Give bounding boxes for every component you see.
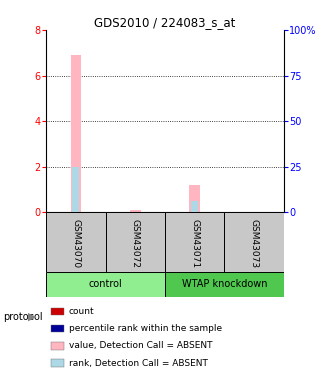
Bar [165, 212, 224, 272]
Bar [51, 325, 64, 333]
Bar [224, 212, 284, 272]
Text: rank, Detection Call = ABSENT: rank, Detection Call = ABSENT [69, 358, 208, 368]
Bar [51, 342, 64, 350]
Text: value, Detection Call = ABSENT: value, Detection Call = ABSENT [69, 341, 212, 350]
Bar [46, 272, 165, 297]
Bar [71, 55, 81, 212]
Text: count: count [69, 307, 94, 316]
Bar [46, 212, 106, 272]
Title: GDS2010 / 224083_s_at: GDS2010 / 224083_s_at [94, 16, 236, 29]
Text: GSM43070: GSM43070 [71, 219, 81, 268]
Bar [191, 201, 198, 212]
Text: protocol: protocol [3, 312, 43, 322]
Bar [130, 210, 141, 212]
Text: WTAP knockdown: WTAP knockdown [182, 279, 267, 289]
Bar [72, 166, 80, 212]
Text: GSM43071: GSM43071 [190, 219, 199, 268]
Text: control: control [89, 279, 122, 289]
Bar [189, 185, 200, 212]
Text: GSM43072: GSM43072 [131, 219, 140, 268]
Bar [165, 272, 284, 297]
Bar [106, 212, 165, 272]
Text: GSM43073: GSM43073 [249, 219, 259, 268]
Bar [51, 359, 64, 367]
Text: ▶: ▶ [28, 312, 37, 322]
Text: percentile rank within the sample: percentile rank within the sample [69, 324, 222, 333]
Bar [51, 308, 64, 315]
